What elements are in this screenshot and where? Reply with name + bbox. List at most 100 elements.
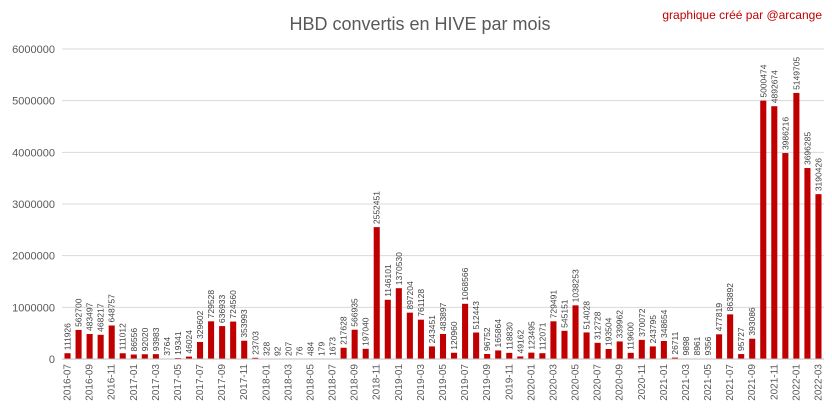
x-tick-label: 2020-09 — [615, 364, 626, 401]
data-label: 4892674 — [769, 70, 779, 103]
bar — [815, 194, 822, 359]
data-label: 243451 — [427, 315, 437, 344]
bar — [561, 330, 568, 359]
x-tick-label: 2021-09 — [747, 364, 758, 401]
bar — [550, 321, 557, 359]
data-label: 514028 — [582, 301, 592, 330]
data-label: 8961 — [692, 336, 702, 355]
x-tick-label: 2016-07 — [63, 364, 74, 401]
bar — [252, 357, 259, 359]
x-tick-label: 2019-09 — [482, 364, 493, 401]
x-tick-label: 2019-07 — [460, 364, 471, 401]
data-label: 49162 — [515, 330, 525, 354]
x-tick-label: 2019-03 — [416, 364, 427, 401]
data-label: 197040 — [361, 317, 371, 346]
data-label: 111012 — [118, 323, 128, 350]
data-label: 729528 — [206, 290, 216, 319]
bar — [649, 346, 656, 359]
data-label: 483897 — [438, 302, 448, 331]
bar — [86, 334, 93, 359]
bar — [241, 340, 248, 359]
x-tick-label: 2017-03 — [151, 364, 162, 401]
x-tick-label: 2022-01 — [791, 364, 802, 401]
data-label: 636933 — [217, 294, 227, 323]
data-label: 897204 — [405, 281, 415, 310]
data-label: 370072 — [637, 308, 647, 337]
data-label: 46024 — [184, 330, 194, 354]
data-label: 217628 — [339, 316, 349, 345]
bar — [771, 106, 778, 359]
bar — [671, 357, 678, 359]
y-tick-label: 3000000 — [12, 199, 55, 211]
bars — [64, 92, 822, 359]
bar — [230, 321, 237, 359]
data-label: 123495 — [526, 321, 536, 350]
x-tick-label: 2017-05 — [173, 364, 184, 401]
bar — [373, 227, 380, 359]
x-tick-label: 2018-03 — [283, 364, 294, 401]
data-label: 328 — [261, 342, 271, 356]
bar — [141, 354, 148, 359]
bar — [439, 333, 447, 359]
bar — [749, 338, 756, 359]
data-label: 243795 — [648, 315, 658, 344]
data-label: 3696285 — [802, 132, 812, 165]
y-tick-label: 4000000 — [12, 147, 55, 159]
y-tick-label: 5000000 — [12, 96, 55, 108]
bar — [528, 352, 535, 359]
data-label: 353993 — [239, 309, 249, 338]
bar — [428, 346, 435, 359]
bar — [406, 312, 413, 359]
data-label: 648757 — [107, 294, 117, 323]
x-tick-label: 2018-11 — [372, 364, 383, 400]
bar — [517, 356, 524, 359]
x-tick-label: 2018-01 — [261, 364, 272, 401]
x-tick-label: 2017-11 — [239, 364, 250, 400]
bar — [727, 314, 734, 359]
bar — [760, 100, 767, 359]
bar — [616, 341, 623, 359]
bar — [506, 352, 513, 359]
data-label: 2552451 — [372, 191, 382, 224]
data-label: 545151 — [559, 299, 569, 328]
x-tick-label: 2017-01 — [129, 364, 140, 401]
bar — [130, 354, 137, 359]
y-tick-label: 6000000 — [12, 44, 55, 56]
bar — [782, 153, 789, 359]
bar — [484, 354, 491, 359]
x-tick-label: 2018-07 — [328, 364, 339, 401]
data-label: 165864 — [493, 319, 503, 348]
data-label: 484 — [305, 342, 315, 356]
data-label: 5000474 — [758, 64, 768, 97]
data-label: 761128 — [416, 289, 426, 317]
x-tick-label: 2020-01 — [526, 364, 537, 401]
data-label: 23703 — [250, 331, 260, 355]
data-label: 468217 — [96, 303, 106, 332]
data-label: 111926 — [63, 323, 73, 350]
data-label: 112071 — [537, 322, 547, 350]
data-label: 95727 — [736, 327, 746, 351]
x-tick-label: 2019-11 — [504, 364, 515, 400]
x-tick-label: 2017-09 — [217, 364, 228, 401]
x-tick-label: 2019-01 — [394, 364, 405, 401]
data-label: 207 — [283, 342, 293, 356]
data-label: 120960 — [449, 321, 459, 350]
data-label: 339962 — [615, 310, 625, 339]
bar — [495, 350, 502, 359]
data-label: 1038253 — [571, 269, 581, 302]
x-tick-label: 2016-11 — [107, 364, 118, 400]
data-label: 729491 — [548, 290, 558, 319]
x-tick-label: 2021-03 — [681, 364, 692, 401]
y-tick-label: 2000000 — [12, 251, 55, 263]
y-tick-label: 0 — [49, 354, 55, 366]
bar — [638, 339, 645, 359]
data-label: 329602 — [195, 310, 205, 339]
bar — [64, 353, 71, 359]
data-label: 724560 — [228, 290, 238, 319]
data-label: 9356 — [703, 336, 713, 355]
bar — [417, 319, 424, 359]
bar — [583, 332, 590, 359]
data-label: 477819 — [714, 303, 724, 332]
